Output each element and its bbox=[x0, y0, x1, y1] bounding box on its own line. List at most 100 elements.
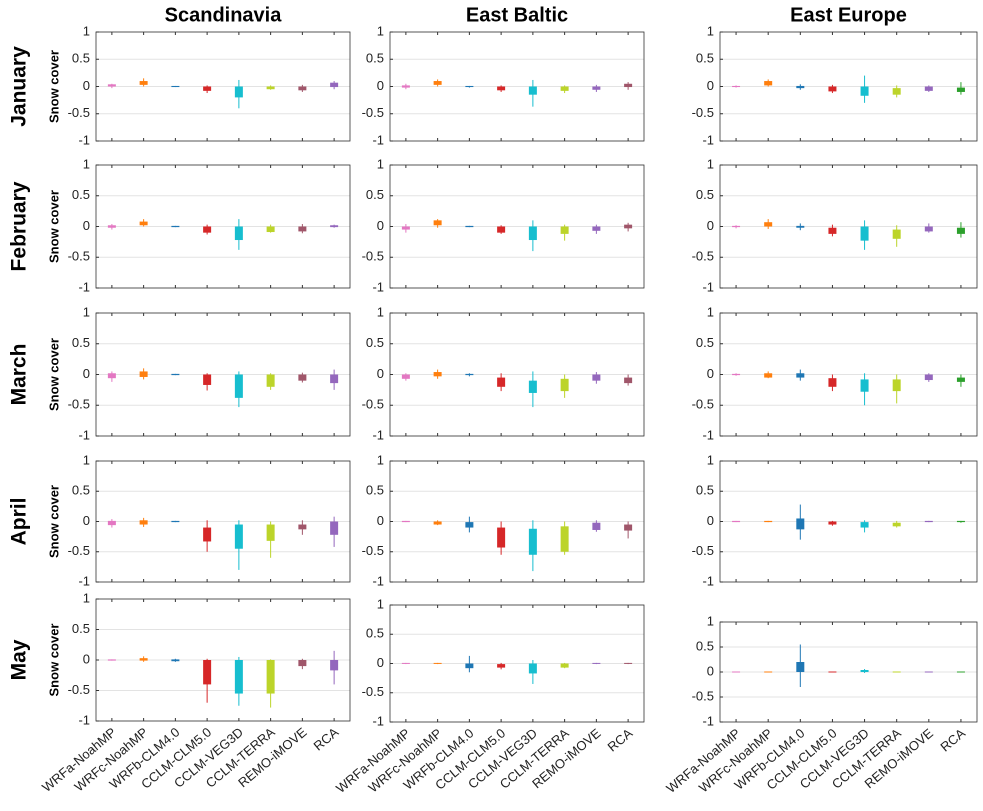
box bbox=[433, 220, 442, 226]
box bbox=[924, 86, 933, 91]
box bbox=[497, 527, 506, 548]
box bbox=[796, 225, 805, 228]
box bbox=[592, 226, 601, 231]
box bbox=[560, 226, 569, 234]
box bbox=[624, 662, 633, 664]
box bbox=[465, 663, 474, 669]
box bbox=[528, 380, 537, 393]
axes-frame bbox=[389, 312, 645, 437]
box bbox=[330, 374, 339, 384]
row-label: May bbox=[8, 639, 31, 680]
box bbox=[298, 374, 307, 381]
box bbox=[764, 81, 773, 86]
box bbox=[203, 527, 212, 542]
y-tick-label: -0.5 bbox=[362, 249, 384, 264]
y-tick-label: 1 bbox=[83, 452, 90, 467]
y-tick-label: -1 bbox=[702, 427, 714, 442]
box bbox=[266, 660, 275, 694]
box bbox=[892, 671, 901, 673]
y-tick-label: -0.5 bbox=[68, 682, 90, 697]
y-tick-label: 0 bbox=[377, 218, 384, 233]
axes-frame bbox=[95, 31, 351, 142]
box bbox=[234, 660, 243, 694]
y-tick-label: 1 bbox=[707, 452, 714, 467]
y-tick-label: 0 bbox=[83, 513, 90, 528]
box bbox=[139, 371, 148, 377]
y-tick-label: -1 bbox=[372, 573, 384, 588]
box bbox=[732, 671, 741, 673]
box bbox=[956, 227, 965, 234]
box bbox=[860, 522, 869, 528]
y-tick-label: 0.5 bbox=[696, 51, 714, 66]
y-tick-label: 1 bbox=[707, 156, 714, 171]
box bbox=[624, 83, 633, 88]
row-label: April bbox=[8, 498, 31, 546]
y-tick-label: -0.5 bbox=[362, 105, 384, 120]
box bbox=[796, 85, 805, 89]
y-tick-label: 0 bbox=[707, 218, 714, 233]
box bbox=[139, 81, 148, 85]
axes-frame bbox=[719, 164, 978, 289]
y-tick-label: 0.5 bbox=[72, 621, 90, 636]
y-tick-label: 1 bbox=[83, 590, 90, 605]
box bbox=[433, 372, 442, 377]
box bbox=[732, 225, 741, 228]
axes-frame bbox=[389, 31, 645, 142]
box bbox=[497, 664, 506, 668]
y-tick-label: -1 bbox=[702, 279, 714, 294]
box bbox=[203, 660, 212, 685]
box bbox=[764, 671, 773, 673]
y-tick-label: 0.5 bbox=[72, 483, 90, 498]
y-tick-label: 1 bbox=[83, 304, 90, 319]
y-tick-label: 1 bbox=[707, 613, 714, 628]
y-tick-label: -0.5 bbox=[362, 543, 384, 558]
box bbox=[956, 377, 965, 382]
box bbox=[892, 522, 901, 527]
box bbox=[266, 226, 275, 233]
box bbox=[107, 373, 116, 379]
box bbox=[624, 524, 633, 531]
box bbox=[592, 522, 601, 530]
box bbox=[433, 521, 442, 525]
y-tick-label: 0.5 bbox=[696, 187, 714, 202]
box bbox=[203, 374, 212, 385]
axes-frame bbox=[389, 164, 645, 289]
box bbox=[330, 521, 339, 535]
y-tick-label: 1 bbox=[83, 156, 90, 171]
y-tick-label: -0.5 bbox=[68, 543, 90, 558]
box bbox=[266, 524, 275, 541]
box bbox=[107, 659, 116, 661]
axes-frame bbox=[95, 164, 351, 289]
box bbox=[234, 524, 243, 549]
y-tick-label: -1 bbox=[78, 132, 90, 147]
box bbox=[592, 374, 601, 381]
axes-frame bbox=[389, 604, 645, 723]
axes-frame bbox=[719, 460, 978, 583]
y-tick-label: 1 bbox=[707, 23, 714, 38]
axes-frame bbox=[389, 460, 645, 583]
y-tick-label: -0.5 bbox=[692, 543, 714, 558]
box bbox=[497, 377, 506, 387]
box bbox=[330, 82, 339, 88]
box bbox=[234, 374, 243, 398]
y-tick-label: 0 bbox=[377, 513, 384, 528]
box bbox=[298, 660, 307, 667]
box bbox=[796, 662, 805, 672]
box bbox=[298, 524, 307, 530]
box bbox=[330, 660, 339, 671]
y-tick-label: -0.5 bbox=[692, 688, 714, 703]
axes-frame bbox=[95, 312, 351, 437]
box bbox=[828, 671, 837, 673]
box bbox=[139, 221, 148, 226]
y-tick-label: 0.5 bbox=[72, 51, 90, 66]
y-tick-label: 1 bbox=[377, 596, 384, 611]
box bbox=[956, 87, 965, 92]
box bbox=[497, 86, 506, 91]
y-tick-label: -1 bbox=[372, 427, 384, 442]
y-tick-label: -1 bbox=[372, 279, 384, 294]
panel-title: East Europe bbox=[790, 4, 907, 26]
box bbox=[860, 379, 869, 392]
box bbox=[234, 226, 243, 241]
box bbox=[828, 86, 837, 92]
y-tick-label: 0 bbox=[83, 78, 90, 93]
